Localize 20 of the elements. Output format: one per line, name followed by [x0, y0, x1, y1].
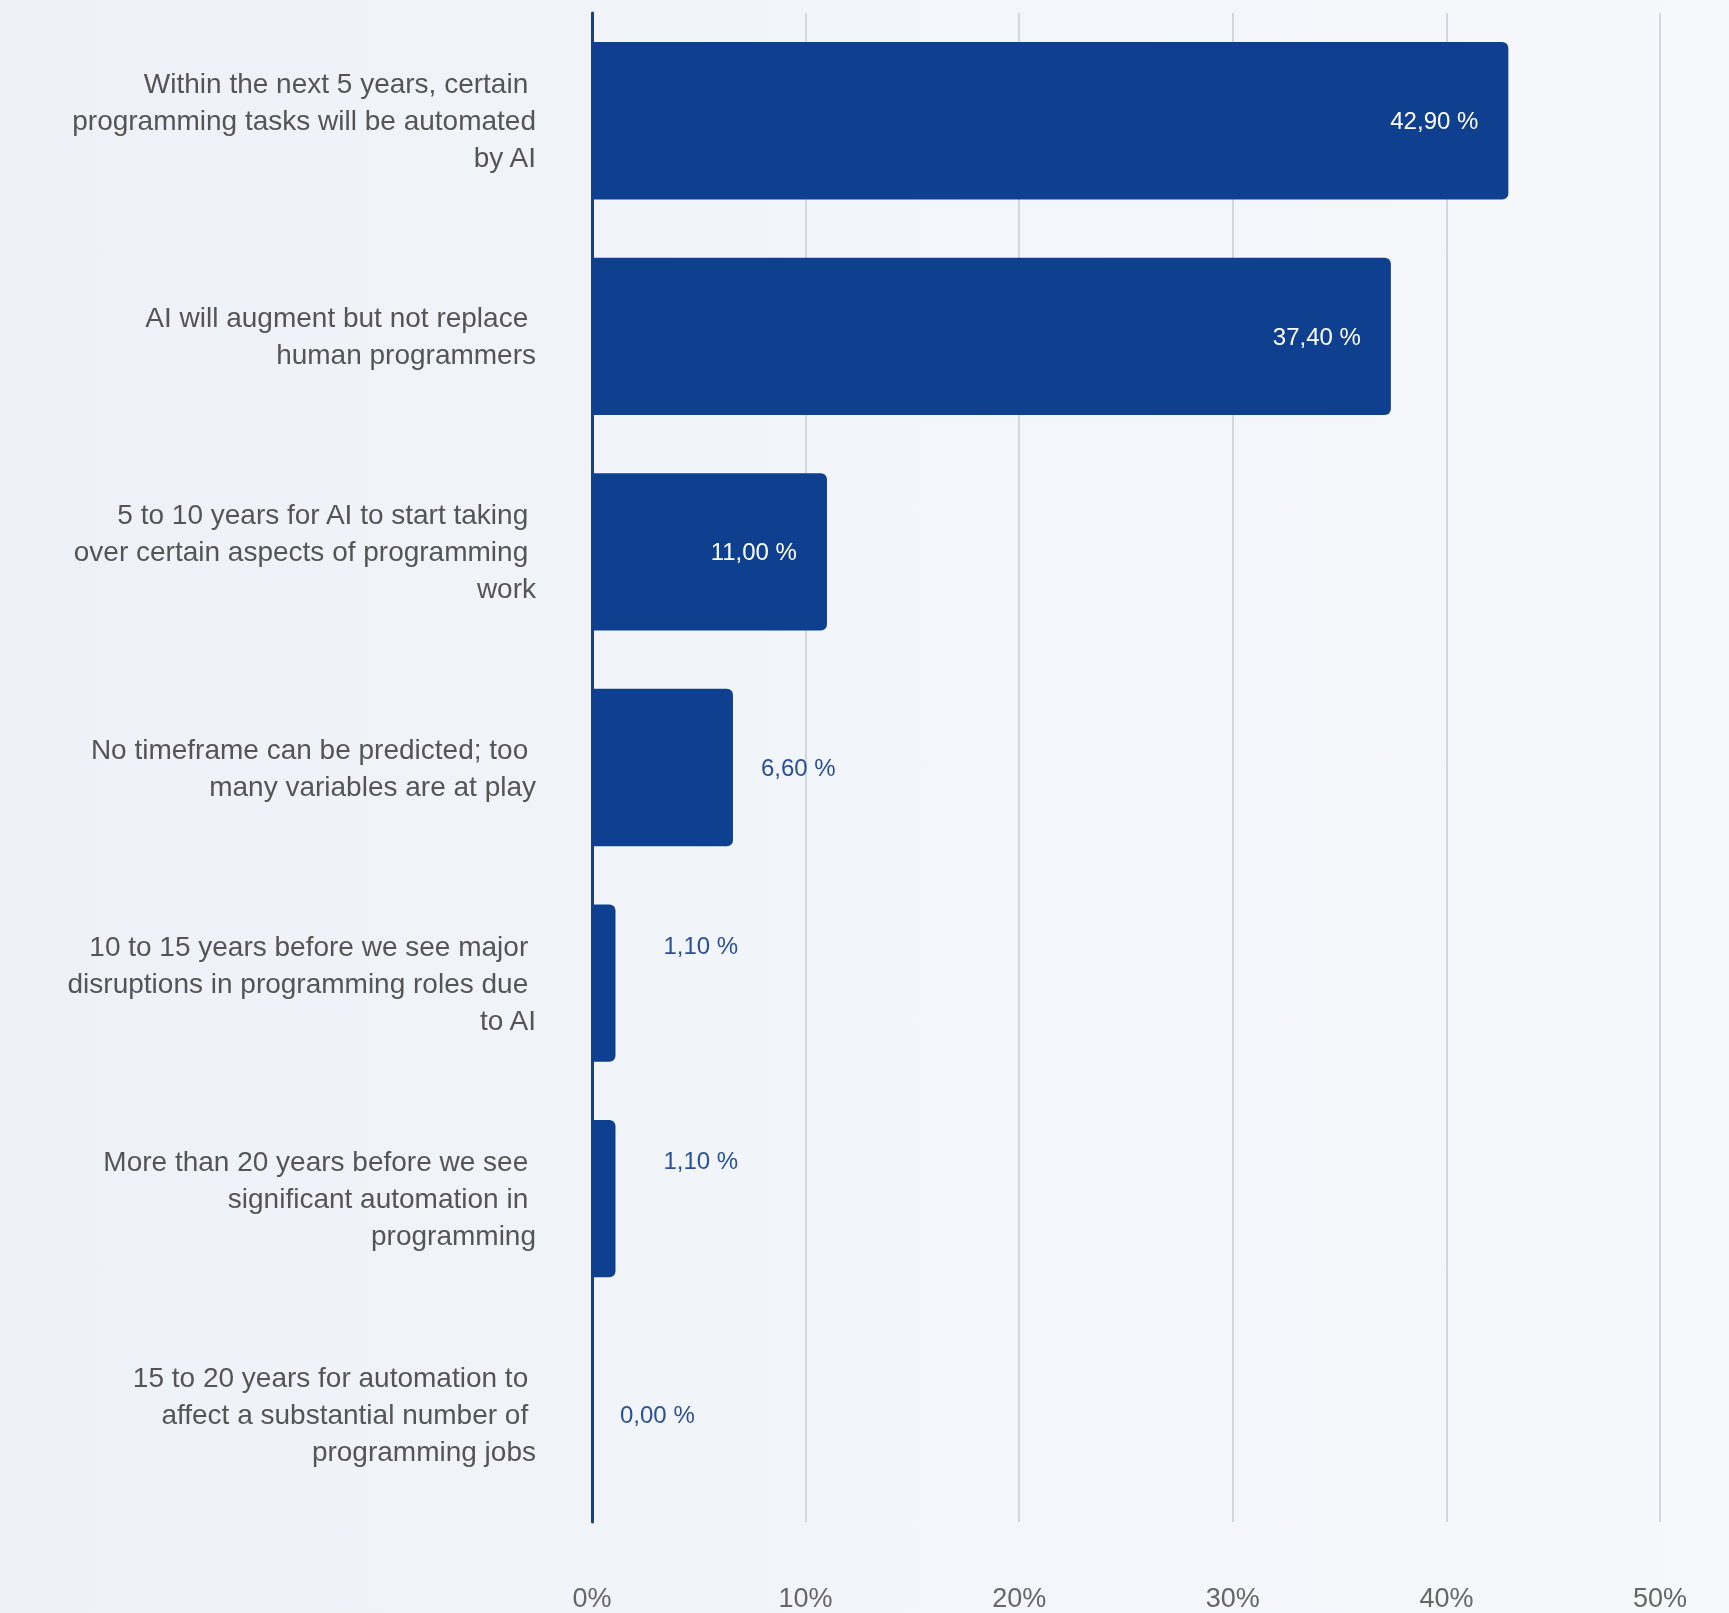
- y-tick-label: More than 20 years before we see significant automation in programming: [103, 1146, 536, 1252]
- y-tick-label: 5 to 10 years for AI to start taking over certain aspects of programming work: [73, 499, 537, 605]
- data-label: 1,10 %: [663, 1147, 739, 1175]
- x-tick-label: 40%: [1419, 1582, 1474, 1613]
- y-tick-label: 10 to 15 years before we see major disruptions in programming roles due to AI: [67, 930, 536, 1036]
- x-tick-label: 10%: [778, 1582, 833, 1613]
- data-label: 37,40 %: [1272, 322, 1361, 350]
- y-tick-label: 15 to 20 years for automation to affect a substantial number of programming jobs: [132, 1361, 536, 1467]
- data-label: 42,90 %: [1390, 107, 1479, 135]
- y-tick-label: AI will augment but not replace human programmers: [145, 302, 536, 371]
- y-tick-label: Within the next 5 years, certain programming tasks will be automated by AI: [72, 68, 536, 174]
- x-tick-label: 0%: [572, 1582, 612, 1613]
- data-label: 6,60 %: [760, 754, 836, 781]
- x-tick-label: 30%: [1205, 1582, 1260, 1613]
- data-label: 0,00 %: [620, 1400, 695, 1428]
- x-tick-label: 50%: [1632, 1582, 1688, 1613]
- data-label: 1,10 %: [663, 931, 739, 959]
- y-tick-label: No timeframe can be predicted; too many variables are at play: [90, 733, 536, 802]
- data-label: 11,00 %: [710, 538, 797, 566]
- x-tick-label: 20%: [992, 1582, 1047, 1613]
